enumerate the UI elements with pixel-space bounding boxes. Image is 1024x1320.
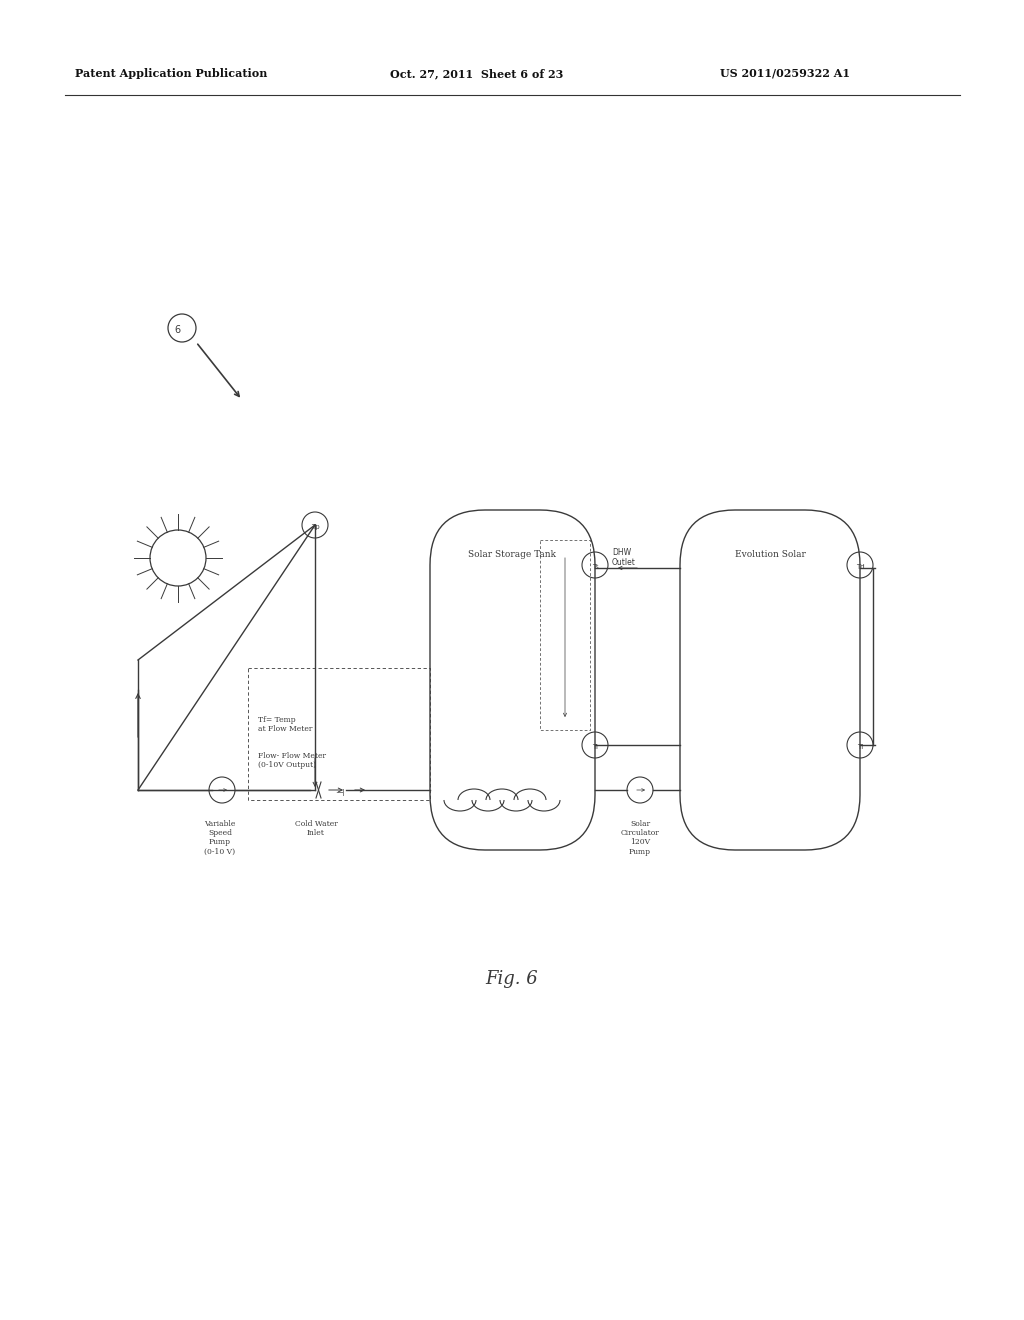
Text: Tp: Tp [310,524,319,531]
Text: Variable
Speed
Pump
(0-10 V): Variable Speed Pump (0-10 V) [205,820,236,855]
Text: Cold Water
Inlet: Cold Water Inlet [295,820,337,837]
Text: Solar
Circulator
120V
Pump: Solar Circulator 120V Pump [621,820,659,855]
Text: DHW
Outlet: DHW Outlet [612,548,636,568]
Text: Patent Application Publication: Patent Application Publication [75,69,267,79]
Text: Tf= Temp
at Flow Meter: Tf= Temp at Flow Meter [258,715,312,733]
Text: Fig. 6: Fig. 6 [485,970,539,987]
Text: US 2011/0259322 A1: US 2011/0259322 A1 [720,69,850,79]
Text: Tl: Tl [857,744,863,750]
Text: 6: 6 [174,325,180,335]
Text: Evolution Solar: Evolution Solar [734,550,806,558]
Text: $\dashv$: $\dashv$ [334,788,346,799]
Text: Oct. 27, 2011  Sheet 6 of 23: Oct. 27, 2011 Sheet 6 of 23 [390,69,563,79]
Text: Ts: Ts [592,564,598,570]
Text: Flow- Flow Meter
(0-10V Output): Flow- Flow Meter (0-10V Output) [258,752,326,770]
Text: Td: Td [856,564,864,570]
Text: Solar Storage Tank: Solar Storage Tank [469,550,556,558]
Text: Ti: Ti [592,744,598,750]
